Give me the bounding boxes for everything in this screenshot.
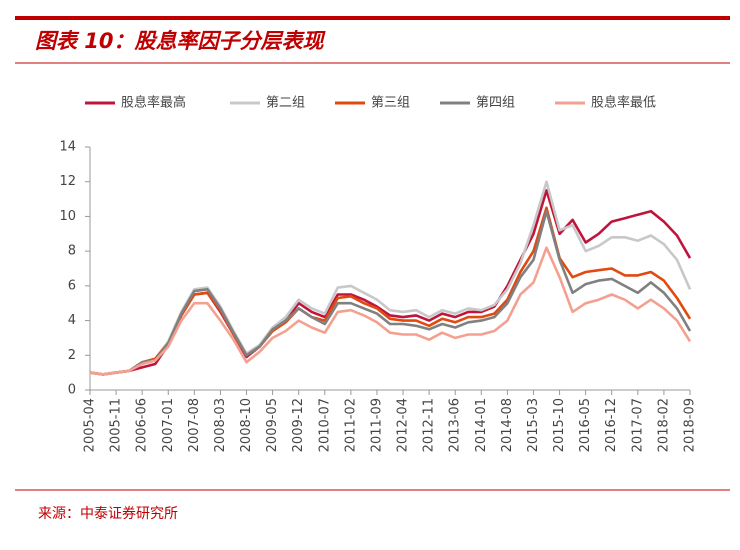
y-tick-label: 12 — [59, 174, 76, 189]
x-tick-label: 2005-11 — [109, 398, 124, 452]
x-tick-label: 2009-05 — [265, 398, 280, 452]
x-tick-label: 2012-04 — [396, 398, 411, 452]
x-tick-label: 2018-02 — [656, 398, 671, 452]
y-tick-label: 10 — [59, 209, 76, 224]
x-tick-label: 2007-01 — [161, 398, 176, 452]
top-bar — [15, 16, 730, 20]
x-tick-label: 2014-08 — [500, 398, 515, 452]
legend-label: 第二组 — [266, 96, 305, 111]
legend-label: 第三组 — [371, 96, 410, 111]
x-tick-label: 2010-07 — [317, 398, 332, 452]
legend-label: 第四组 — [476, 96, 515, 111]
legend-label: 股息率最高 — [121, 95, 186, 111]
x-tick-label: 2008-10 — [239, 398, 254, 452]
x-tick-label: 2009-12 — [291, 398, 306, 452]
x-tick-label: 2006-06 — [135, 398, 150, 452]
legend-label: 股息率最低 — [591, 95, 656, 111]
y-tick-label: 6 — [68, 278, 76, 293]
x-tick-label: 2015-03 — [526, 398, 541, 452]
y-tick-label: 2 — [68, 348, 76, 363]
source: 来源：中泰证券研究所 — [38, 506, 178, 522]
y-tick-label: 14 — [59, 140, 76, 155]
x-tick-label: 2015-10 — [552, 398, 567, 452]
series-line — [89, 209, 692, 376]
x-tick-label: 2011-09 — [369, 398, 384, 452]
x-tick-label: 2013-06 — [448, 398, 463, 452]
x-tick-label: 2018-09 — [683, 398, 698, 452]
chart-title: 图表 10：股息率因子分层表现 — [35, 29, 327, 53]
x-tick-label: 2017-07 — [630, 398, 645, 452]
y-tick-label: 8 — [68, 244, 76, 259]
x-tick-label: 2007-08 — [187, 398, 202, 452]
x-tick-label: 2008-03 — [213, 398, 228, 452]
x-tick-label: 2011-02 — [343, 398, 358, 452]
series-line — [89, 189, 692, 376]
series-line — [89, 246, 692, 376]
y-tick-label: 4 — [68, 313, 76, 328]
x-tick-label: 2016-05 — [578, 398, 593, 452]
x-tick-label: 2014-01 — [474, 398, 489, 452]
series-line — [89, 206, 692, 376]
x-tick-label: 2016-12 — [604, 398, 619, 452]
x-tick-label: 2012-11 — [422, 398, 437, 452]
series-line — [89, 180, 692, 376]
y-tick-label: 0 — [68, 383, 76, 398]
x-tick-label: 2005-04 — [83, 398, 98, 452]
